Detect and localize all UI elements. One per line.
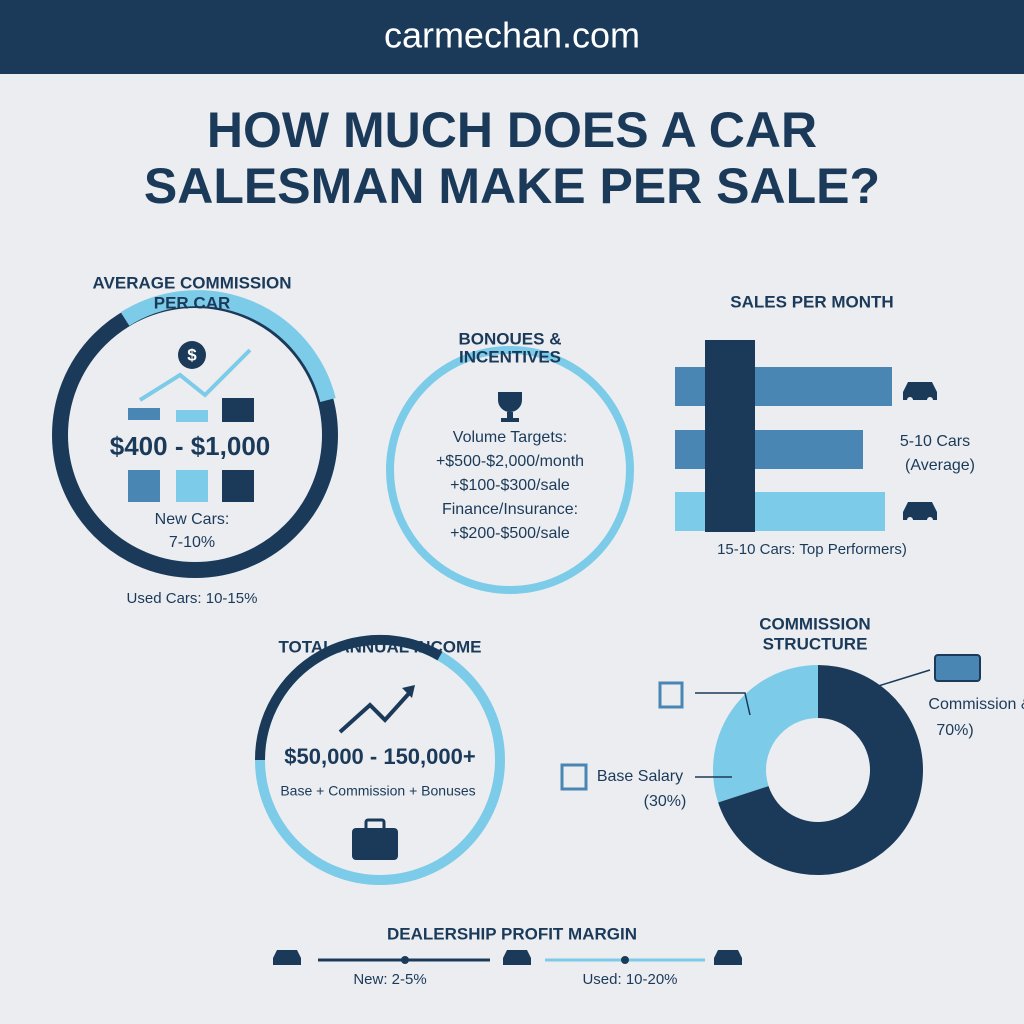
bonus-line: Finance/Insurance: (442, 501, 578, 518)
icon-bar (176, 470, 208, 502)
panel-title: STRUCTURE (763, 634, 868, 653)
panel-title: INCENTIVES (459, 347, 561, 366)
note: Base + Commission + Bonuses (280, 783, 475, 799)
new-cars: New Cars: (155, 511, 230, 528)
trend-line (338, 688, 414, 734)
segment-label: 70%) (936, 722, 973, 739)
title-line: SALESMAN MAKE PER SALE? (144, 158, 880, 214)
dollar-icon: $ (187, 345, 197, 364)
car-icon (714, 950, 742, 965)
building-icon (560, 763, 588, 791)
donut-segment (712, 665, 818, 803)
icon-bar (222, 398, 254, 422)
bonus-line: +$500-$2,000/month (436, 453, 584, 470)
header-band (0, 0, 1024, 74)
bonus-line: Volume Targets: (453, 429, 567, 446)
car-icon (903, 502, 937, 523)
deco-bar (675, 430, 863, 469)
donut-segment (718, 665, 923, 876)
briefcase-icon (352, 828, 398, 860)
panel-title: SALES PER MONTH (730, 292, 893, 311)
trend-line (138, 348, 252, 402)
sales-panel: SALES PER MONTH 5-10 Cars (Average) 15-1… (675, 292, 975, 558)
car-icon (903, 382, 937, 403)
trophy-icon (498, 392, 522, 422)
average: 5-10 Cars (900, 433, 970, 450)
used-cars: Used Cars: 10-15% (127, 590, 258, 607)
leader-line (695, 692, 751, 716)
bonuses-panel: BONOUES & INCENTIVES Volume Targets: +$5… (386, 329, 634, 594)
bonus-line: +$200-$500/sale (450, 525, 570, 542)
building-icon (658, 681, 684, 709)
panel-title: AVERAGE COMMISSION (93, 273, 292, 292)
bonus-line: +$100-$300/sale (450, 477, 570, 494)
amount: $400 - $1,000 (110, 431, 270, 461)
panel-title: PER CAR (154, 293, 231, 312)
panel-title: TOTAL ANNUAL INCOME (278, 637, 481, 656)
briefcase-icon (364, 818, 386, 832)
income-panel: TOTAL ANNUAL INCOME $50,000 - 150,000+ B… (255, 634, 505, 885)
car-icon (503, 950, 531, 965)
new-cars: 7-10% (169, 534, 215, 551)
margin-dot (401, 956, 409, 964)
leader-line (873, 669, 931, 701)
panel-title: DEALERSHIP PROFIT MARGIN (387, 924, 637, 943)
panel-title: BONOUES & (459, 329, 562, 348)
deco-bar (705, 340, 755, 532)
ring-arc (120, 290, 336, 402)
segment-label: Commission & (928, 696, 1024, 713)
icon-bar (128, 408, 160, 420)
segment-label: Base Salary (597, 768, 683, 785)
money-icon (934, 654, 981, 682)
structure-panel: COMMISSION STRUCTURE Commission & 70%) B… (560, 614, 1024, 876)
site-name: carmechan.com (384, 15, 640, 56)
average: (Average) (905, 457, 975, 474)
ring-arc (255, 634, 443, 761)
trend-arrow (402, 685, 415, 698)
icon-bar (128, 470, 160, 502)
segment-label: (30%) (644, 793, 687, 810)
car-icon (273, 950, 301, 965)
margin-new: New: 2-5% (353, 971, 426, 988)
margin-panel: DEALERSHIP PROFIT MARGIN New: 2-5% Used:… (273, 924, 742, 988)
margin-used: Used: 10-20% (582, 971, 677, 988)
title-line: HOW MUCH DOES A CAR (207, 102, 817, 158)
icon-bar (222, 470, 254, 502)
margin-dot (621, 956, 629, 964)
commission-panel: $ AVERAGE COMMISSION PER CAR $400 - $1,0… (52, 273, 338, 607)
ring (386, 346, 634, 594)
icon-bar (176, 410, 208, 422)
panel-title: COMMISSION (759, 614, 870, 633)
dollar-icon (178, 341, 206, 369)
top-performers: 15-10 Cars: Top Performers) (717, 541, 907, 558)
amount: $50,000 - 150,000+ (284, 744, 475, 769)
